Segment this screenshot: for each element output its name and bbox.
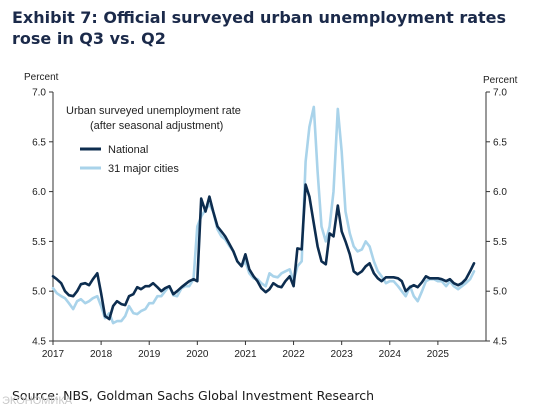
chart-title-line-1: Exhibit 7: Official surveyed urban unemp… [12,8,507,27]
y-tick-label-left: 6.5 [32,137,46,148]
legend-subtitle: (after seasonal adjustment) [90,120,223,132]
source-note: Source: NBS, Goldman Sachs Global Invest… [12,388,375,403]
line-chart: Percent Percent 4.5 4.5 5.0 5.0 5.5 5.5 6.0 6.0 6.… [24,72,518,360]
x-tick-label: 2025 [427,349,450,360]
x-tick-label: 2019 [138,349,161,360]
x-tick-label: 2024 [379,349,402,360]
y-tick-label-right: 6.5 [493,137,507,148]
legend-label: 31 major cities [108,163,179,175]
x-tick-label: 2022 [282,349,305,360]
y-axis-title-left: Percent [24,72,59,83]
x-tick-label: 2023 [331,349,354,360]
series-line-31-major-cities [51,105,476,325]
y-tick-label-right: 5.5 [493,237,507,248]
y-tick-label-left: 6.0 [32,187,46,198]
chart-title: Exhibit 7: Official surveyed urban unemp… [12,7,524,49]
y-tick-label-left: 5.5 [32,237,46,248]
series-line-national [51,183,476,321]
y-tick-label-right: 7.0 [493,88,507,99]
y-tick-label-left: 5.0 [32,287,46,298]
x-tick-label: 2018 [90,349,113,360]
y-tick-label-right: 6.0 [493,187,507,198]
legend-label: National [108,144,148,156]
chart-title-line-2: rose in Q3 vs. Q2 [12,29,166,48]
x-tick-label: 2017 [42,349,65,360]
x-tick-label: 2020 [186,349,209,360]
y-tick-label-right: 5.0 [493,287,507,298]
watermark: ЭКОНОМИКА [2,395,73,407]
y-axis-title-right: Percent [483,75,518,86]
legend-title: Urban surveyed unemployment rate [66,105,241,117]
y-tick-label-left: 7.0 [32,88,46,99]
y-tick-label-left: 4.5 [32,337,46,348]
x-tick-label: 2021 [234,349,257,360]
y-tick-label-right: 4.5 [493,337,507,348]
